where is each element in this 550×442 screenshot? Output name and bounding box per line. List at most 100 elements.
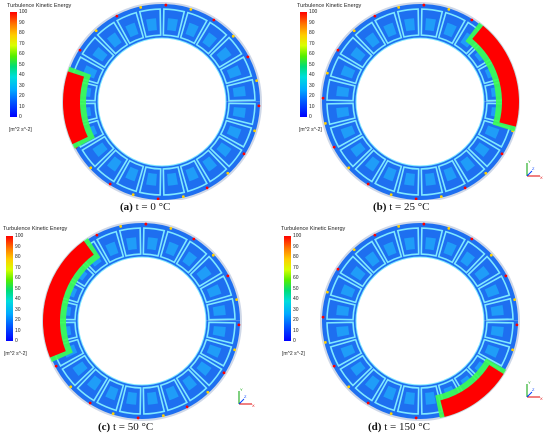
channel-highlight — [350, 361, 366, 377]
rim-mark — [253, 129, 257, 133]
rim-mark — [414, 197, 418, 200]
legend-tick-label: 30 — [19, 82, 25, 89]
z-axis-label: Z — [244, 394, 247, 399]
rim-mark — [323, 121, 327, 125]
x-axis-label: X — [540, 175, 543, 180]
high-tke-zone — [440, 364, 504, 417]
channel-highlight — [216, 142, 232, 158]
rim-mark — [212, 18, 216, 22]
rim-mark — [108, 182, 112, 186]
high-tke-zone — [63, 71, 88, 145]
legend-title: Turbulence Kinetic Energy — [281, 226, 346, 232]
x-axis-label: X — [540, 396, 543, 401]
channel-highlight — [350, 265, 366, 281]
channel-highlight — [232, 107, 246, 118]
channel-highlight — [364, 375, 380, 391]
channel-highlight — [126, 237, 137, 251]
rim-mark — [206, 390, 210, 394]
channel-highlight — [336, 326, 350, 337]
channel-highlight — [196, 361, 212, 377]
contour-ring — [320, 221, 520, 421]
channel-highlight — [350, 142, 366, 158]
channel-highlight — [364, 156, 380, 172]
rim-mark — [235, 298, 239, 302]
legend-tick-label: 40 — [19, 72, 25, 78]
rim-mark — [439, 195, 443, 199]
rim-mark — [231, 34, 235, 38]
legend-tick-label: 100 — [19, 9, 28, 15]
legend-tick-label: 80 — [15, 254, 21, 260]
channel-highlight — [460, 251, 476, 267]
channel-highlight — [425, 172, 436, 186]
rim-mark — [119, 224, 123, 228]
legend-tick-label: 10 — [293, 327, 299, 334]
rim-mark — [255, 79, 259, 83]
z-axis-arrow — [526, 170, 533, 177]
rim-mark — [470, 18, 474, 22]
rim-mark — [78, 48, 82, 52]
rim-mark — [131, 193, 135, 197]
channel-highlight — [364, 32, 380, 48]
legend-tick-label: 80 — [19, 30, 25, 36]
channel-highlight — [364, 251, 380, 267]
legend-tick-label: 0 — [309, 114, 312, 120]
z-axis-label: Z — [532, 387, 535, 392]
legend-tick-label: 10 — [15, 327, 21, 334]
channel-highlight — [185, 166, 199, 182]
z-axis-label: Z — [532, 166, 535, 171]
rim-mark — [332, 364, 336, 368]
legend-tick-label: 20 — [309, 93, 315, 99]
legend-tick-label: 80 — [293, 254, 299, 260]
legend-tick-label: 50 — [15, 285, 21, 292]
legend-unit: [m^2 s^-2] — [4, 351, 27, 357]
legend-title: Turbulence Kinetic Energy — [7, 3, 72, 9]
legend-tick-label: 20 — [19, 93, 25, 99]
rim-mark — [422, 3, 426, 7]
rim-mark — [115, 14, 119, 18]
channel-highlight — [484, 344, 500, 358]
channel-highlight — [182, 251, 198, 267]
channel-highlight — [167, 172, 178, 186]
legend-tick-label: 30 — [293, 306, 299, 313]
legend-tick-label: 40 — [15, 296, 21, 302]
z-axis-arrow — [238, 398, 245, 405]
rim-mark — [489, 253, 493, 257]
channel-highlight — [92, 46, 108, 62]
axis-triad: X YZ — [526, 159, 543, 180]
rim-mark — [89, 166, 93, 170]
rim-mark — [185, 405, 189, 409]
channel-highlight — [460, 156, 476, 172]
channel-highlight — [340, 65, 356, 79]
rim-mark — [504, 274, 508, 278]
legend-colorbar — [10, 12, 17, 117]
contour-ring — [62, 2, 262, 200]
legend-title: Turbulence Kinetic Energy — [3, 226, 68, 232]
contour-ring — [42, 221, 242, 421]
legend-tick-label: 50 — [309, 61, 315, 68]
rim-mark — [205, 186, 209, 190]
rim-mark — [192, 237, 196, 241]
legend-tick-label: 60 — [293, 275, 299, 281]
channel-highlight — [106, 156, 122, 172]
rim-mark — [233, 348, 237, 352]
legend-tick-label: 60 — [19, 51, 25, 57]
rim-mark — [325, 71, 329, 75]
rim-mark — [336, 267, 340, 271]
legend-colorbar — [284, 236, 291, 341]
rim-mark — [144, 222, 148, 226]
rim-mark — [169, 226, 173, 230]
channel-highlight — [167, 18, 178, 32]
legend-unit: [m^2 s^-2] — [299, 127, 322, 133]
ring-base — [322, 3, 518, 200]
rim-mark — [323, 340, 327, 344]
rim-mark — [373, 14, 377, 18]
rim-mark — [226, 171, 230, 175]
rim-mark — [69, 385, 73, 389]
panel-a: Turbulence Kinetic Energy [m^2 s^-2] (a)… — [0, 0, 275, 221]
rim-mark — [389, 193, 393, 197]
caption-d: (d) t = 150 °C — [368, 421, 430, 433]
rim-mark — [484, 171, 488, 175]
